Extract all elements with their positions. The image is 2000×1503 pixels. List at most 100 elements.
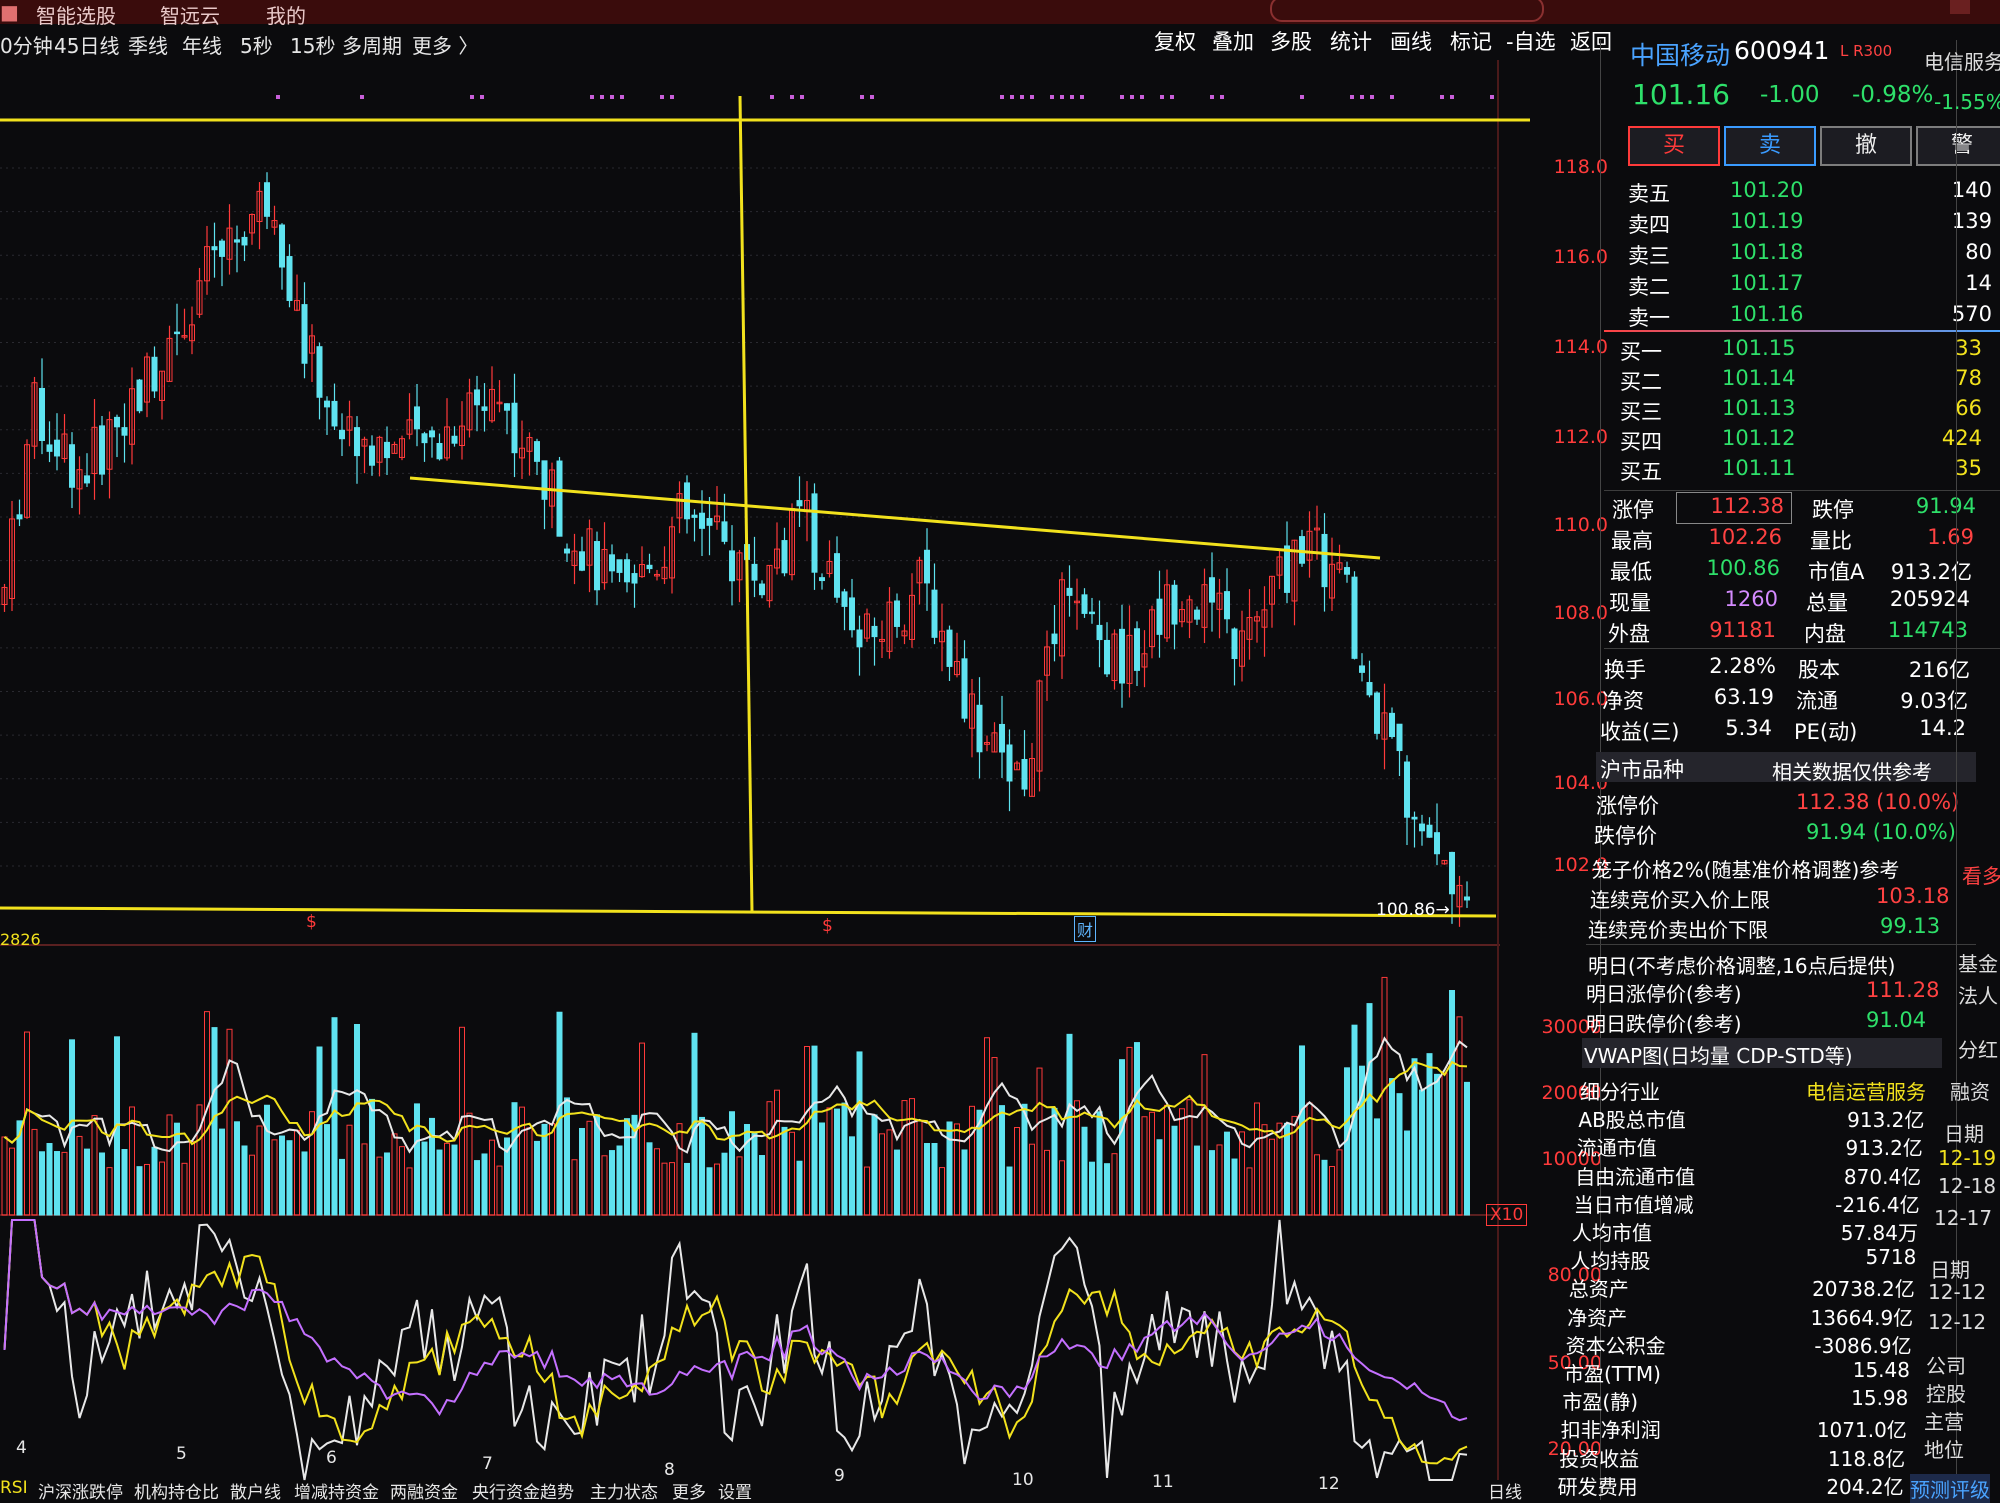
side-business[interactable]: 主营 — [1924, 1410, 1964, 1434]
menu-item-stock-picker[interactable]: 智能选股 — [36, 4, 116, 28]
volume-bar — [429, 1117, 435, 1216]
period-more[interactable]: 更多 〉 — [412, 34, 479, 58]
sell-button[interactable]: 卖 — [1724, 126, 1816, 166]
tab-retail[interactable]: 散户线 — [230, 1483, 281, 1503]
cancel-order-button[interactable]: 撤 — [1820, 126, 1912, 166]
tab-central-bank[interactable]: 央行资金趋势 — [472, 1483, 574, 1503]
volume-bar — [1216, 1144, 1223, 1216]
candle-body — [406, 419, 413, 435]
window-control[interactable] — [1950, 0, 1970, 14]
search-input[interactable] — [1270, 0, 1544, 22]
kline-chart[interactable] — [0, 60, 1600, 1500]
volume-bar — [414, 1103, 420, 1216]
candle-body — [894, 600, 900, 627]
side-dividend[interactable]: 分红 — [1958, 1038, 1998, 1062]
volume-bar — [586, 1120, 593, 1216]
tab-rsi[interactable]: RSI — [0, 1478, 28, 1498]
menu-item-mine[interactable]: 我的 — [266, 4, 306, 28]
period-year[interactable]: 年线 — [182, 34, 222, 58]
volume-bar — [294, 1129, 300, 1216]
candle-body — [1389, 712, 1395, 738]
period-quarter[interactable]: 季线 — [128, 34, 168, 58]
tool-watchlist[interactable]: -自选 — [1506, 30, 1556, 54]
tool-overlay[interactable]: 叠加 — [1212, 30, 1254, 54]
tab-period-daily[interactable]: 日线 — [1488, 1483, 1522, 1503]
candle-body — [721, 521, 728, 542]
bid-price[interactable]: 101.11 — [1722, 456, 1796, 480]
candle-body — [1081, 594, 1088, 614]
event-marker[interactable]: $ — [822, 916, 833, 936]
period-45day[interactable]: 45日线 — [54, 34, 120, 58]
rating-button[interactable]: 预测评级 — [1910, 1474, 1990, 1503]
volume-bar — [744, 1124, 750, 1216]
stat-label: 最高 — [1611, 529, 1653, 553]
stat-label: 涨停 — [1612, 498, 1654, 522]
ask-price[interactable]: 101.18 — [1730, 240, 1804, 264]
tab-main-force[interactable]: 主力状态 — [590, 1483, 658, 1503]
period-multi[interactable]: 多周期 — [342, 34, 402, 58]
vwap-title[interactable]: VWAP图(日均量 CDP-STD等) — [1584, 1044, 1853, 1068]
period-min[interactable]: 0分钟 — [0, 34, 53, 58]
candle-body — [1134, 628, 1140, 671]
tab-margin[interactable]: 两融资金 — [390, 1483, 458, 1503]
candle-body — [1359, 665, 1365, 673]
tool-back[interactable]: 返回 — [1570, 30, 1612, 54]
volume-tick: 30000 — [1541, 1016, 1602, 1038]
ask-price[interactable]: 101.20 — [1730, 178, 1804, 202]
ask-price[interactable]: 101.17 — [1730, 271, 1804, 295]
candle-body — [661, 566, 668, 580]
sector-label[interactable]: 电信服务 — [1924, 50, 2000, 74]
side-margin[interactable]: 融资 — [1950, 1080, 1990, 1104]
bid-price[interactable]: 101.14 — [1722, 366, 1796, 390]
candle-body — [114, 416, 120, 428]
tool-multi-stock[interactable]: 多股 — [1270, 30, 1312, 54]
side-position[interactable]: 地位 — [1924, 1438, 1964, 1462]
menu-item-cloud[interactable]: 智远云 — [160, 4, 220, 28]
candle-body — [1374, 692, 1380, 734]
side-holding[interactable]: 控股 — [1926, 1382, 1966, 1406]
volume-bar — [1434, 1073, 1440, 1216]
alert-button[interactable]: 警 — [1916, 126, 2000, 166]
volume-bar — [984, 1037, 990, 1216]
bid-price[interactable]: 101.15 — [1722, 336, 1796, 360]
candle-body — [1261, 609, 1268, 628]
candle-body — [24, 444, 30, 518]
finance-marker[interactable]: 财 — [1074, 916, 1097, 942]
bid-price[interactable]: 101.13 — [1722, 396, 1796, 420]
side-fund[interactable]: 基金 — [1958, 952, 1998, 976]
stat-label: 外盘 — [1608, 622, 1650, 646]
tab-institution[interactable]: 机构持仓比 — [134, 1483, 219, 1503]
candle-body — [46, 444, 53, 452]
volume-bar — [654, 1148, 660, 1216]
volume-bar — [406, 1167, 413, 1216]
stat-value: 112.38 — [1710, 494, 1784, 518]
tab-settings[interactable]: 设置 — [718, 1483, 752, 1503]
candle-body — [189, 324, 195, 342]
ask-price[interactable]: 101.16 — [1730, 302, 1804, 326]
tab-more[interactable]: 更多 — [672, 1483, 706, 1503]
volume-bar — [301, 1151, 308, 1216]
candle-body — [871, 625, 878, 638]
candle-body — [129, 388, 135, 445]
ask-price[interactable]: 101.19 — [1730, 209, 1804, 233]
volume-bar — [121, 1149, 128, 1216]
volume-bar — [196, 1104, 203, 1216]
volume-bar — [1074, 1100, 1080, 1216]
event-marker[interactable]: $ — [306, 912, 317, 932]
period-15s[interactable]: 15秒 — [290, 34, 336, 58]
tab-holding-change[interactable]: 增减持资金 — [294, 1483, 379, 1503]
price-change-pct: -0.98% — [1852, 82, 1934, 108]
stat-value: 1260 — [1724, 587, 1778, 611]
side-company[interactable]: 公司 — [1926, 1354, 1966, 1378]
stock-name[interactable]: 中国移动 — [1630, 41, 1731, 70]
period-5s[interactable]: 5秒 — [240, 34, 273, 58]
buy-button[interactable]: 买 — [1628, 126, 1720, 166]
tab-limit-up[interactable]: 沪深涨跌停 — [38, 1483, 123, 1503]
tool-statistics[interactable]: 统计 — [1330, 30, 1372, 54]
bid-price[interactable]: 101.12 — [1722, 426, 1796, 450]
tool-draw-line[interactable]: 画线 — [1390, 30, 1432, 54]
volume-bar — [624, 1118, 630, 1216]
side-legal[interactable]: 法人 — [1958, 984, 1998, 1008]
tool-mark[interactable]: 标记 — [1450, 30, 1492, 54]
tool-restore-right[interactable]: 复权 — [1154, 30, 1196, 54]
